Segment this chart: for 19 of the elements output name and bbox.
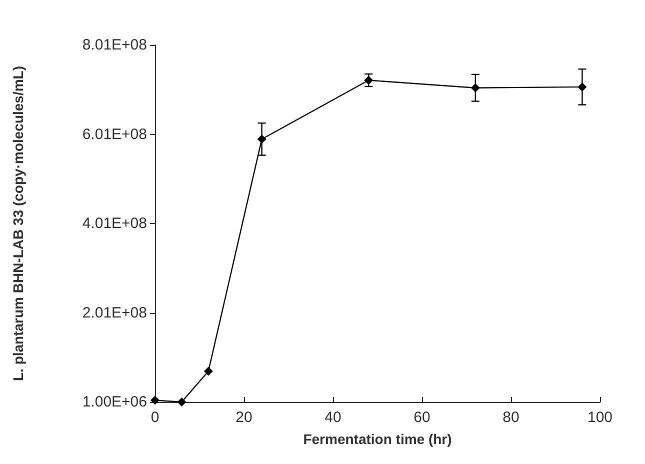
point <box>578 82 587 92</box>
point <box>257 134 266 144</box>
x-tick-label: 60 <box>414 409 430 426</box>
x-tick-label: 100 <box>587 409 613 426</box>
x-tick-label: 40 <box>324 409 342 426</box>
x-tick-label: 80 <box>502 409 520 426</box>
x-tick-label: 20 <box>236 409 252 426</box>
point <box>177 398 186 406</box>
y-tick-label: 1.00E+06 <box>82 394 147 410</box>
y-tick-label: 6.01E+08 <box>82 126 147 143</box>
point <box>204 366 213 376</box>
y-tick-label: 2.01E+08 <box>82 304 147 322</box>
y-axis-title: L. plantarum BHN-LAB 33 (copy·molecules/mL) <box>10 66 26 382</box>
point <box>364 76 374 85</box>
x-tick-label: 0 <box>150 409 160 426</box>
x-axis-title: Fermentation time (hr) <box>303 431 452 447</box>
y-tick-label: 8.01E+08 <box>82 36 147 54</box>
y-tick-label: 4.01E+08 <box>82 215 147 232</box>
point <box>470 83 480 92</box>
